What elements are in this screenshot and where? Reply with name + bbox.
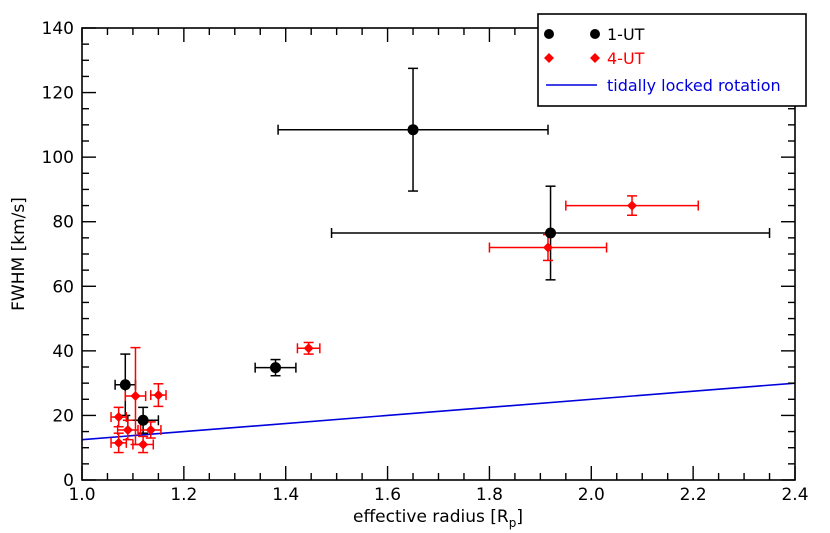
legend-marker-1ut-a [544, 29, 554, 39]
y-axis-label: FWHM [km/s] [9, 197, 29, 311]
legend-marker-1ut-b [590, 29, 600, 39]
legend-marker-4ut-a [544, 53, 554, 63]
blue-line-layer [81, 382, 796, 441]
y-tick-label: 80 [52, 213, 74, 233]
x-axis-label: effective radius [Rp] [353, 507, 523, 530]
y-tick-label: 0 [63, 471, 74, 491]
point-4ut [627, 200, 638, 211]
x-tick-label: 1.2 [170, 485, 197, 505]
error-bar-layer [110, 67, 771, 454]
legend: 1-UT 4-UT tidally locked rotation [537, 13, 807, 107]
x-tick-label: 2.2 [680, 485, 707, 505]
y-tick-label: 100 [42, 148, 74, 168]
y-tick-label: 140 [42, 19, 74, 39]
x-tick-label: 1.0 [68, 485, 95, 505]
point-4ut [303, 343, 314, 354]
point-1ut [545, 227, 557, 239]
legend-label-1ut: 1-UT [607, 25, 645, 44]
x-tick-label: 2.0 [578, 485, 605, 505]
x-tick-label: 1.4 [272, 485, 299, 505]
legend-box [537, 13, 807, 107]
point-1ut [119, 379, 131, 391]
point-4ut [113, 437, 124, 448]
y-tick-label: 120 [42, 84, 74, 104]
point-4ut [153, 390, 164, 401]
point-4ut [130, 391, 141, 402]
legend-label-4ut: 4-UT [607, 49, 645, 68]
data-point-layer [113, 124, 638, 450]
x-tick-label: 2.4 [781, 485, 808, 505]
legend-label-tidal: tidally locked rotation [607, 76, 781, 95]
point-4ut [145, 424, 156, 435]
y-tick-label: 60 [52, 277, 74, 297]
legend-marker-4ut-b [590, 53, 600, 63]
tick-labels: 1.0 1.2 1.4 1.6 1.8 2.0 2.2 2.4 0 20 40 60 80 100 120 1… [42, 19, 809, 505]
point-4ut [122, 424, 133, 435]
x-tick-label: 1.6 [374, 485, 401, 505]
point-1ut [270, 362, 282, 374]
point-4ut [113, 412, 124, 423]
point-4ut [138, 439, 149, 450]
tidal-lock-line [81, 382, 796, 441]
point-4ut [542, 242, 553, 253]
y-tick-label: 40 [52, 342, 74, 362]
point-1ut [137, 414, 149, 426]
x-tick-label: 1.8 [476, 485, 503, 505]
y-tick-label: 20 [52, 406, 74, 426]
point-1ut [407, 124, 419, 136]
